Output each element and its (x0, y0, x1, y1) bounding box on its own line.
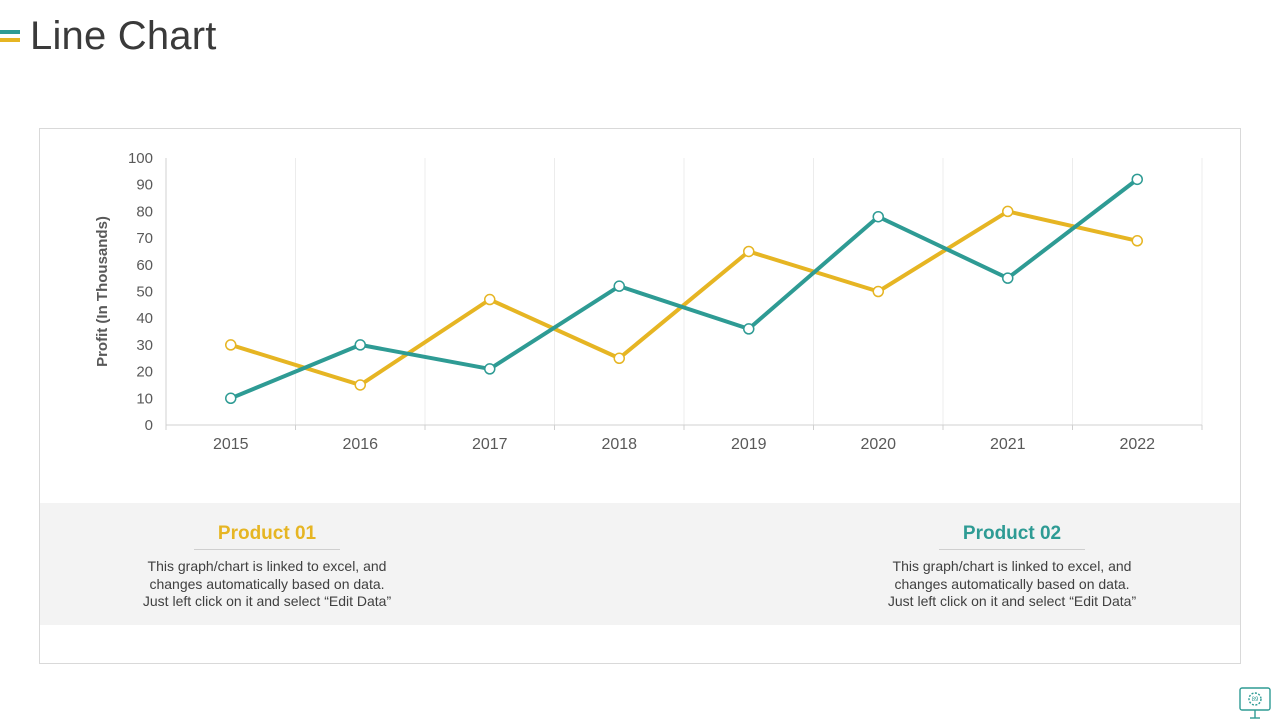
data-point-product-01 (1002, 205, 1014, 218)
data-point-product-02 (484, 363, 496, 375)
y-tick-label: 60 (136, 257, 153, 274)
series-line-product-02 (228, 177, 1140, 401)
data-point-product-01 (225, 339, 237, 351)
y-tick-label: 70 (136, 230, 153, 247)
x-tick-label: 2015 (213, 436, 249, 453)
legend-desc-line: changes automatically based on data. (149, 575, 385, 592)
legend-title-product-01: Product 01 (193, 523, 341, 550)
x-tick-label: 2018 (601, 436, 637, 453)
y-tick-label: 50 (136, 284, 153, 301)
legend-product-02: Product 02 This graph/chart is linked to… (862, 503, 1162, 611)
y-tick-label: 20 (136, 364, 153, 381)
data-point-product-01 (613, 352, 625, 364)
data-point-product-02 (225, 392, 237, 405)
x-tick-label: 2020 (860, 436, 896, 453)
data-point-product-01 (484, 293, 496, 306)
data-point-product-02 (1131, 173, 1143, 186)
x-tick-label: 2022 (1119, 436, 1155, 453)
legend-desc-product-01: This graph/chart is linked to excel, and… (117, 558, 417, 611)
line-chart: 0 10 20 30 40 50 60 70 80 90 100 2015 2016 2017 2018 20… (94, 150, 1203, 453)
x-tick-label: 2021 (990, 436, 1026, 453)
data-point-product-02 (1002, 272, 1014, 284)
legend-title-product-02: Product 02 (938, 523, 1086, 550)
data-point-product-01 (743, 245, 755, 258)
title-accent-mark (0, 30, 20, 42)
data-point-product-02 (872, 210, 884, 223)
legend-product-01: Product 01 This graph/chart is linked to… (117, 503, 417, 611)
x-tick-label: 2019 (731, 436, 767, 453)
legend-desc-line: changes automatically based on data. (894, 575, 1130, 592)
legend-desc-line: Just left click on it and select “Edit D… (142, 593, 392, 609)
y-tick-label: 0 (145, 417, 153, 434)
legend-desc-product-02: This graph/chart is linked to excel, and… (862, 558, 1162, 611)
y-tick-label: 90 (136, 177, 153, 194)
page-title: Line Chart (30, 14, 217, 58)
x-tick-label: 2017 (472, 436, 508, 453)
title-accent-bar-yellow (0, 38, 20, 42)
data-point-product-02 (613, 280, 625, 292)
y-tick-label: 40 (136, 310, 153, 327)
y-tick-label: 80 (136, 203, 153, 220)
y-tick-label: 30 (136, 337, 153, 354)
y-tick-label: 100 (128, 150, 153, 167)
legend-desc-line: Just left click on it and select “Edit D… (887, 593, 1137, 609)
legend-strip: Product 01 This graph/chart is linked to… (40, 503, 1240, 625)
x-tick-label: 2016 (342, 436, 378, 453)
data-point-product-01 (354, 379, 366, 391)
series-line-product-01 (228, 209, 1140, 387)
legend-desc-line: This graph/chart is linked to excel, and (147, 558, 387, 574)
page-number: 89 (1252, 697, 1259, 703)
data-point-product-02 (743, 323, 755, 335)
title-accent-bar-teal (0, 30, 20, 34)
legend-desc-line: This graph/chart is linked to excel, and (892, 558, 1132, 574)
data-point-product-02 (354, 339, 366, 351)
presentation-gear-icon: 89 (1239, 687, 1271, 719)
y-tick-label: 10 (136, 390, 153, 407)
y-axis-title: Profit (In Thousands) (94, 216, 111, 367)
data-point-product-01 (872, 285, 884, 298)
data-point-product-01 (1131, 235, 1143, 247)
